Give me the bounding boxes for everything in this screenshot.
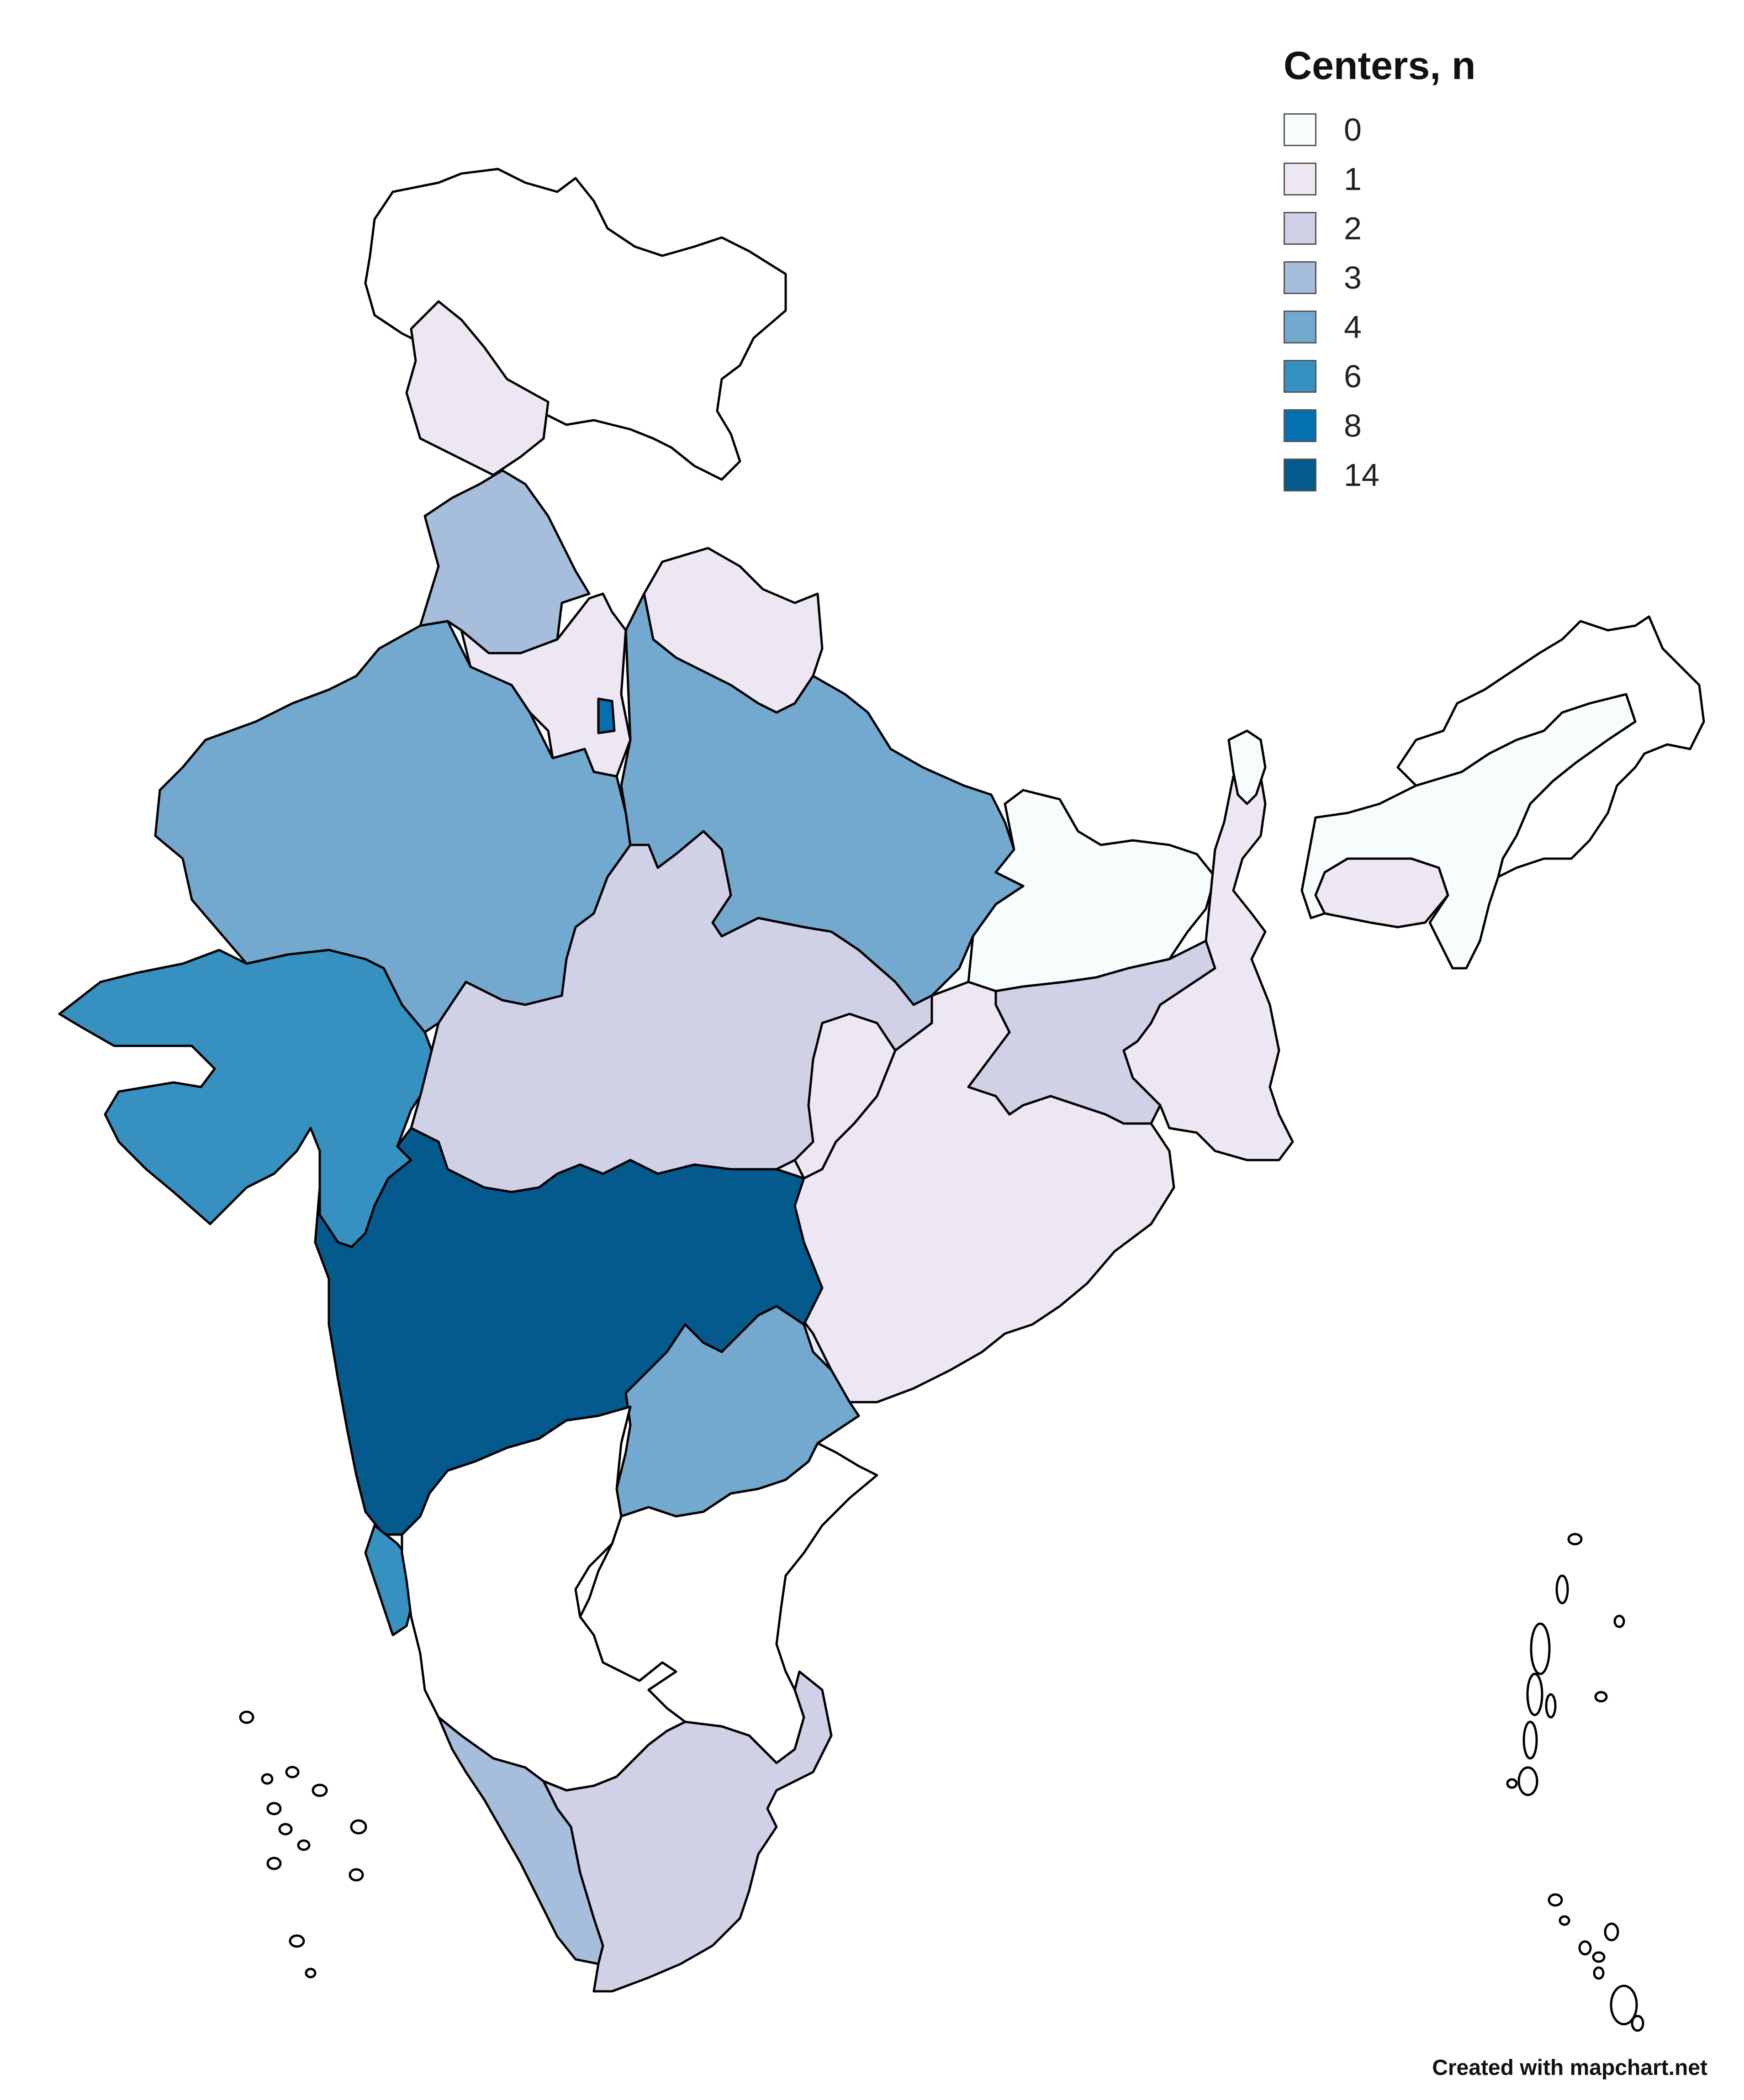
island-lakshadweep (278, 1823, 293, 1836)
legend-title: Centers, n (1284, 44, 1476, 88)
island-andaman (1567, 1533, 1583, 1546)
island-nicobar (1578, 1940, 1592, 1956)
legend-item: 8 (1274, 401, 1476, 450)
island-andaman (1545, 1693, 1557, 1719)
island-lakshadweep (289, 1934, 305, 1948)
legend-item: 1 (1274, 154, 1476, 204)
island-nicobar (1631, 2015, 1644, 2032)
legend-swatch (1284, 311, 1316, 343)
legend-swatch (1284, 360, 1316, 393)
legend-swatch (1284, 163, 1316, 195)
island-nicobar (1610, 1984, 1638, 2026)
island-lakshadweep (285, 1766, 300, 1778)
region-sikkim (1227, 729, 1267, 805)
island-nicobar (1592, 1951, 1606, 1963)
legend-swatch (1284, 113, 1316, 146)
legend-swatch (1284, 409, 1316, 442)
state-regions (58, 168, 1705, 1993)
legend-swatch (1284, 459, 1316, 491)
legend-label: 2 (1344, 211, 1362, 246)
legend-item: 4 (1274, 302, 1476, 352)
island-andaman (1613, 1615, 1625, 1628)
region-west-bengal (1122, 766, 1294, 1161)
legend-label: 14 (1344, 457, 1379, 493)
island-lakshadweep (266, 1802, 282, 1815)
island-andaman (1555, 1574, 1569, 1604)
island-andaman (1530, 1622, 1551, 1675)
legend-label: 4 (1344, 309, 1362, 345)
legend-label: 6 (1344, 359, 1362, 394)
island-andaman (1517, 1766, 1538, 1796)
region-delhi (597, 697, 616, 734)
legend-label: 0 (1344, 112, 1362, 148)
legend-item: 0 (1274, 105, 1476, 154)
island-lakshadweep (312, 1783, 328, 1797)
island-lakshadweep (297, 1839, 311, 1851)
legend-item: 2 (1274, 204, 1476, 253)
legend: Centers, n 0 1 2 3 4 6 8 14 (1274, 43, 1476, 500)
legend-label: 3 (1344, 260, 1362, 295)
island-nicobar (1604, 1922, 1619, 1942)
island-nicobar (1559, 1915, 1570, 1926)
legend-items: 0 1 2 3 4 6 8 14 (1274, 105, 1476, 500)
island-lakshadweep (305, 1968, 317, 1979)
island-lakshadweep (266, 1857, 282, 1870)
credit-text: Created with mapchart.net (1432, 2056, 1707, 2080)
legend-label: 8 (1344, 408, 1362, 443)
region-meghalaya-tripura (1314, 857, 1449, 929)
legend-item: 6 (1274, 352, 1476, 401)
island-andaman (1506, 1778, 1518, 1789)
island-andaman (1526, 1673, 1543, 1716)
region-himachal-pradesh (405, 300, 550, 476)
island-nicobar (1593, 1966, 1605, 1980)
island-nicobar (1548, 1893, 1563, 1907)
islands (239, 1533, 1644, 2032)
island-lakshadweep (350, 1819, 367, 1835)
island-andaman (1594, 1691, 1608, 1703)
island-lakshadweep (349, 1868, 364, 1882)
island-lakshadweep (261, 1773, 274, 1785)
legend-swatch (1284, 212, 1316, 245)
legend-item: 3 (1274, 253, 1476, 302)
island-andaman (1522, 1720, 1538, 1760)
legend-item: 14 (1274, 450, 1476, 500)
region-tamil-nadu (542, 1670, 833, 1993)
legend-label: 1 (1344, 161, 1362, 197)
legend-swatch (1284, 261, 1316, 294)
region-nagaland-manipur-mizoram (1396, 615, 1705, 878)
island-lakshadweep (239, 1710, 254, 1724)
